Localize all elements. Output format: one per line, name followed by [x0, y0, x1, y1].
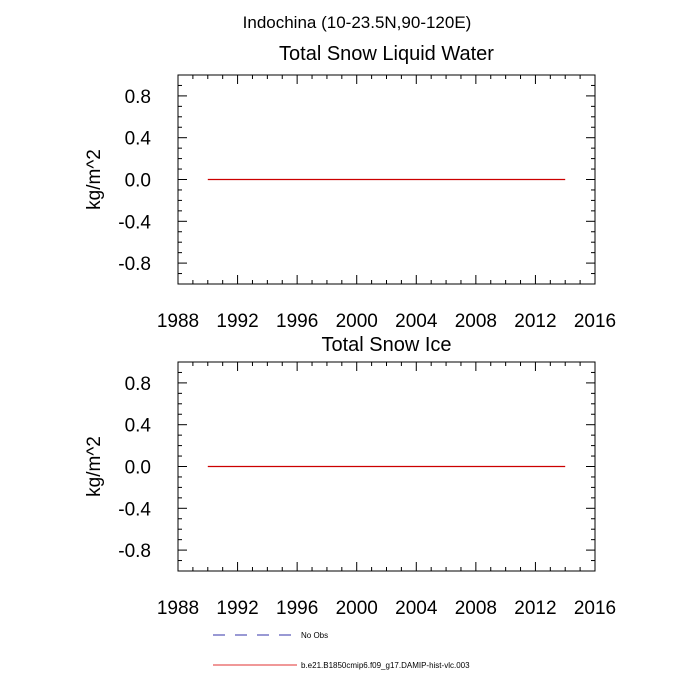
legend-label-no-obs: No Obs	[301, 631, 328, 640]
x-tick-label: 2004	[395, 598, 438, 619]
y-axis-label: kg/m^2	[84, 436, 105, 497]
chart-panel-snow-liquid-water: Total Snow Liquid Water 1988 1992 1996 2000 2…	[84, 43, 616, 332]
x-tick-label: 2000	[336, 311, 378, 332]
y-tick-label: 0.4	[125, 416, 152, 437]
chart-title: Total Snow Liquid Water	[279, 43, 494, 65]
x-tick-label: 2008	[455, 311, 497, 332]
figure-title: Indochina (10-23.5N,90-120E)	[243, 13, 472, 32]
y-axis-label: kg/m^2	[84, 149, 105, 210]
x-tick-label: 1988	[157, 598, 199, 619]
legend-label-model: b.e21.B1850cmip6.f09_g17.DAMIP-hist-vlc.…	[301, 661, 470, 670]
y-tick-label: 0.8	[125, 87, 151, 108]
x-tick-label: 2004	[395, 311, 438, 332]
x-tick-label: 2012	[514, 311, 556, 332]
x-tick-label: 1992	[216, 598, 258, 619]
legend: No Obs b.e21.B1850cmip6.f09_g17.DAMIP-hi…	[213, 631, 470, 670]
x-tick-label: 2016	[574, 311, 616, 332]
x-tick-label: 1996	[276, 598, 318, 619]
y-tick-label: -0.8	[118, 254, 151, 275]
x-tick-label: 1992	[216, 311, 258, 332]
x-tick-label: 2008	[455, 598, 497, 619]
y-tick-label: -0.4	[118, 212, 151, 233]
y-tick-label: 0.0	[125, 458, 151, 479]
x-tick-label: 2012	[514, 598, 556, 619]
x-tick-label: 2016	[574, 598, 616, 619]
x-tick-label: 1988	[157, 311, 199, 332]
y-tick-label: 0.8	[125, 374, 151, 395]
chart-title: Total Snow Ice	[321, 334, 451, 356]
x-tick-label: 1996	[276, 311, 318, 332]
y-tick-label: 0.0	[125, 171, 151, 192]
y-tick-label: 0.4	[125, 129, 152, 150]
chart-panel-snow-ice: Total Snow Ice 1988 1992 1996 2000 2004 2008 20…	[84, 334, 616, 619]
y-tick-label: -0.4	[118, 499, 151, 520]
y-tick-label: -0.8	[118, 541, 151, 562]
x-tick-label: 2000	[336, 598, 378, 619]
